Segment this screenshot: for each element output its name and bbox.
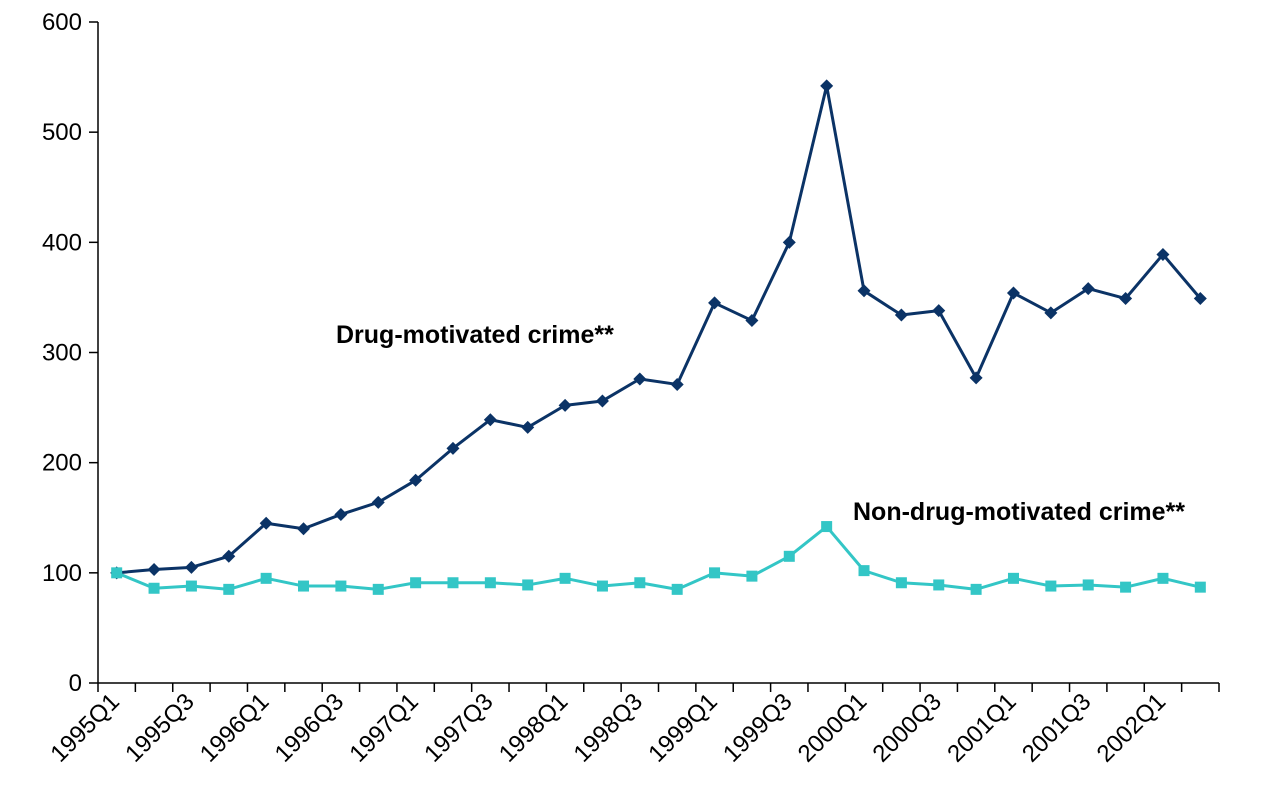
data-point — [1119, 292, 1133, 306]
data-point — [410, 577, 422, 589]
data-point — [297, 522, 311, 536]
data-point — [782, 235, 796, 249]
data-point — [745, 314, 759, 328]
series-line — [116, 525, 1201, 591]
data-point — [111, 567, 123, 579]
x-tick-label: 1999Q3 — [718, 688, 797, 767]
y-tick-label: 200 — [42, 450, 82, 477]
x-tick-label: 1997Q3 — [419, 688, 498, 767]
data-point — [895, 577, 907, 589]
data-point — [521, 420, 535, 434]
x-tick-label: 1996Q3 — [270, 688, 349, 767]
data-point — [1044, 306, 1058, 320]
data-point — [933, 579, 945, 591]
y-tick-label: 0 — [69, 670, 82, 697]
data-point — [970, 583, 982, 595]
x-tick-label: 1998Q1 — [494, 688, 573, 767]
y-tick-label: 600 — [42, 9, 82, 36]
series-line — [116, 84, 1202, 575]
series-0 — [110, 79, 1207, 580]
x-tick-label: 1997Q1 — [344, 688, 423, 767]
data-point — [1082, 579, 1094, 591]
data-point — [409, 473, 423, 487]
data-point — [147, 563, 161, 577]
data-point — [260, 572, 272, 584]
data-point — [746, 570, 758, 582]
data-point — [1120, 581, 1132, 593]
data-point — [558, 398, 572, 412]
x-tick-label: 2000Q3 — [868, 688, 947, 767]
data-point — [670, 377, 684, 391]
data-point — [634, 577, 646, 589]
data-point — [1006, 286, 1020, 300]
data-point — [371, 495, 385, 509]
data-point — [894, 308, 908, 322]
series-label-non-drug-motivated: Non-drug-motivated crime** — [853, 498, 1185, 526]
data-point — [969, 371, 983, 385]
x-ticks: 1995Q11995Q31996Q11996Q31997Q11997Q31998… — [45, 683, 1220, 768]
data-point — [223, 583, 235, 595]
data-point — [1194, 581, 1206, 593]
y-tick-label: 500 — [42, 119, 82, 146]
data-point — [857, 284, 871, 298]
data-point — [858, 565, 870, 577]
data-point — [1193, 292, 1207, 306]
data-point — [335, 580, 347, 592]
series-layer — [110, 79, 1207, 595]
x-tick-label: 1995Q3 — [120, 688, 199, 767]
data-point — [595, 394, 609, 408]
y-tick-label: 300 — [42, 340, 82, 367]
x-tick-label: 1996Q1 — [195, 688, 274, 767]
data-point — [708, 296, 722, 310]
y-tick-label: 100 — [42, 560, 82, 587]
data-point — [633, 372, 647, 386]
data-point — [298, 580, 310, 592]
x-tick-label: 1999Q1 — [643, 688, 722, 767]
data-point — [821, 521, 833, 533]
data-point — [259, 516, 273, 530]
data-point — [1157, 572, 1169, 584]
data-point — [222, 549, 236, 563]
y-tick-label: 400 — [42, 229, 82, 256]
data-point — [148, 582, 160, 594]
data-point — [709, 567, 721, 579]
data-point — [932, 304, 946, 318]
data-point — [1156, 247, 1170, 261]
series-1 — [111, 521, 1206, 595]
data-point — [1007, 572, 1019, 584]
data-point — [671, 583, 683, 595]
data-point — [1045, 580, 1057, 592]
x-tick-label: 1995Q1 — [45, 688, 124, 767]
data-point — [484, 577, 496, 589]
data-point — [447, 577, 459, 589]
data-point — [783, 550, 795, 562]
data-point — [820, 79, 834, 93]
x-tick-label: 1998Q3 — [569, 688, 648, 767]
x-tick-label: 2002Q1 — [1092, 688, 1171, 767]
data-point — [483, 413, 497, 427]
x-tick-label: 2000Q1 — [793, 688, 872, 767]
data-point — [184, 560, 198, 574]
data-point — [559, 572, 571, 584]
series-label-drug-motivated: Drug-motivated crime** — [336, 321, 614, 349]
data-point — [1081, 282, 1095, 296]
data-point — [446, 441, 460, 455]
data-point — [522, 579, 534, 591]
y-ticks: 0 100 200 300 400 500 600 — [42, 9, 98, 697]
data-point — [334, 507, 348, 521]
x-tick-label: 2001Q3 — [1017, 688, 1096, 767]
data-point — [596, 580, 608, 592]
data-point — [372, 583, 384, 595]
data-point — [185, 580, 197, 592]
x-tick-label: 2001Q1 — [942, 688, 1021, 767]
